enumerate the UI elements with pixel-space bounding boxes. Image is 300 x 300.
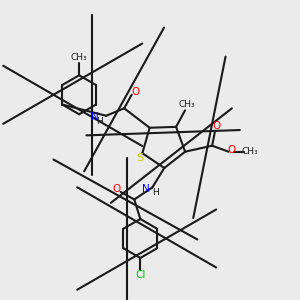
Text: H: H bbox=[96, 117, 103, 126]
Text: O: O bbox=[112, 184, 120, 194]
Text: H: H bbox=[152, 188, 159, 197]
Text: O: O bbox=[212, 121, 221, 131]
Text: Cl: Cl bbox=[135, 270, 146, 280]
Text: N: N bbox=[142, 184, 149, 194]
Text: N: N bbox=[91, 112, 99, 122]
Text: CH₃: CH₃ bbox=[241, 147, 258, 156]
Text: S: S bbox=[136, 153, 143, 163]
Text: O: O bbox=[227, 145, 236, 155]
Text: CH₃: CH₃ bbox=[71, 53, 88, 62]
Text: CH₃: CH₃ bbox=[178, 100, 195, 109]
Text: O: O bbox=[131, 87, 140, 98]
